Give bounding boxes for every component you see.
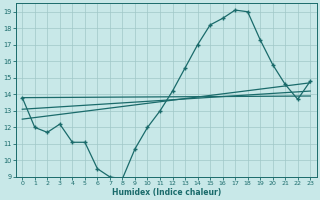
X-axis label: Humidex (Indice chaleur): Humidex (Indice chaleur) <box>112 188 221 197</box>
